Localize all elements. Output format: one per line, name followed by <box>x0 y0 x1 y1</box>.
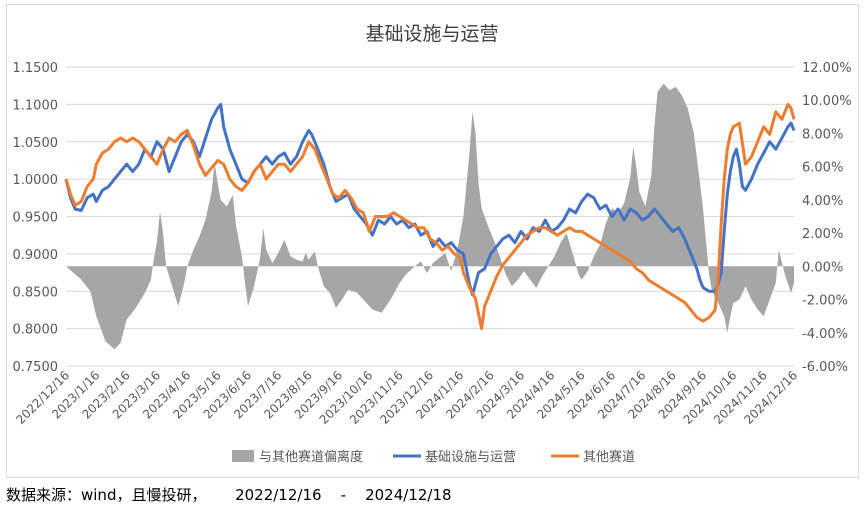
source-note: 数据来源：wind，且慢投研， 2022/12/16 - 2024/12/18 <box>6 486 452 504</box>
right-axis: -6.00% -4.00% -2.00% 0.00% 2.00% 4.00% 6.00% 8.… <box>802 61 852 375</box>
right-tick-label: -6.00% <box>802 360 848 375</box>
legend: 与其他赛道偏离度 基础设施与运营 其他赛道 <box>232 449 635 465</box>
x-axis: 2022/12/162023/1/162023/2/162023/3/16202… <box>13 368 800 427</box>
legend-label: 其他赛道 <box>583 449 635 465</box>
right-tick-label: 8.00% <box>802 127 843 142</box>
left-axis: 0.7500 0.8000 0.8500 0.9000 0.9500 1.0000 1.05… <box>13 61 59 375</box>
right-tick-label: 6.00% <box>802 161 843 176</box>
right-tick-label: 2.00% <box>802 227 843 242</box>
series-line-2 <box>64 102 796 331</box>
right-tick-label: 4.00% <box>802 194 843 209</box>
legend-label: 基础设施与运营 <box>425 450 516 465</box>
series-layer <box>64 83 796 350</box>
legend-swatch <box>232 450 254 462</box>
left-tick-label: 0.7500 <box>13 360 59 375</box>
left-tick-label: 1.0000 <box>13 173 59 188</box>
left-tick-label: 0.9500 <box>13 211 59 226</box>
right-tick-label: -4.00% <box>802 327 848 342</box>
right-tick-label: -2.00% <box>802 294 848 309</box>
right-tick-label: 10.00% <box>802 94 852 109</box>
left-tick-label: 1.0500 <box>13 136 59 151</box>
line-chart: 基础设施与运营 0.7500 0.8000 0.8500 0.9000 0.9500 1.… <box>13 23 852 465</box>
left-tick-label: 1.1500 <box>13 61 59 76</box>
chart-title: 基础设施与运营 <box>365 23 498 45</box>
right-tick-label: 0.00% <box>802 260 843 275</box>
series-area-0 <box>66 83 794 350</box>
legend-label: 与其他赛道偏离度 <box>259 449 363 465</box>
right-tick-label: 12.00% <box>802 61 852 76</box>
left-tick-label: 0.9000 <box>13 248 59 263</box>
left-tick-label: 0.8500 <box>13 285 59 300</box>
left-tick-label: 1.1000 <box>13 98 59 113</box>
left-tick-label: 0.8000 <box>13 323 59 338</box>
